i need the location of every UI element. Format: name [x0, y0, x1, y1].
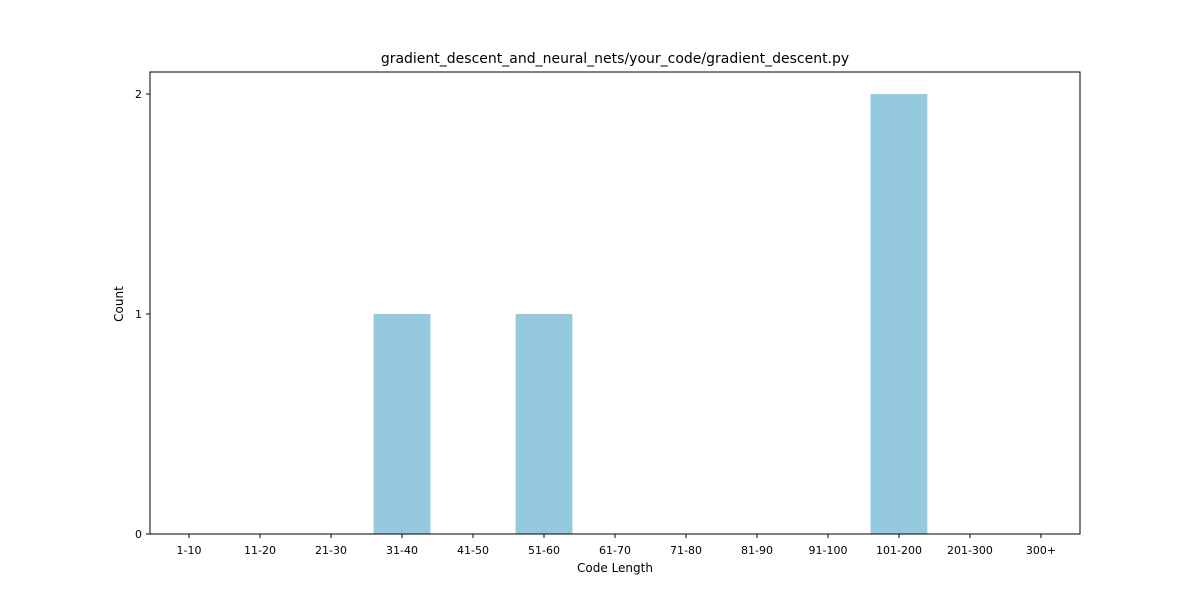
x-tick-label: 21-30 [315, 544, 347, 557]
x-tick-label: 11-20 [244, 544, 276, 557]
x-tick-label: 91-100 [808, 544, 847, 557]
x-tick-label: 300+ [1026, 544, 1056, 557]
y-tick-label: 0 [135, 528, 142, 541]
bars-layer [373, 94, 928, 534]
y-axis-label: Count [112, 286, 126, 322]
x-tick-label: 41-50 [457, 544, 489, 557]
y-tick-label: 2 [135, 88, 142, 101]
x-tick-label: 71-80 [670, 544, 702, 557]
y-tick-label: 1 [135, 308, 142, 321]
bar-101-200 [870, 94, 928, 534]
chart-title: gradient_descent_and_neural_nets/your_co… [381, 51, 849, 67]
x-tick-label: 31-40 [386, 544, 418, 557]
bar-51-60 [515, 314, 573, 534]
bar-31-40 [373, 314, 431, 534]
x-tick-label: 61-70 [599, 544, 631, 557]
x-tick-label: 201-300 [947, 544, 993, 557]
plot-frame [149, 71, 1081, 535]
x-tick-label: 101-200 [876, 544, 922, 557]
x-axis-label: Code Length [577, 561, 653, 575]
axes-layer: 1-10 11-20 21-30 31-40 41-50 51-60 61-70 71-80 8… [135, 71, 1081, 557]
x-tick-label: 51-60 [528, 544, 560, 557]
x-tick-label: 1-10 [177, 544, 202, 557]
x-tick-label: 81-90 [741, 544, 773, 557]
